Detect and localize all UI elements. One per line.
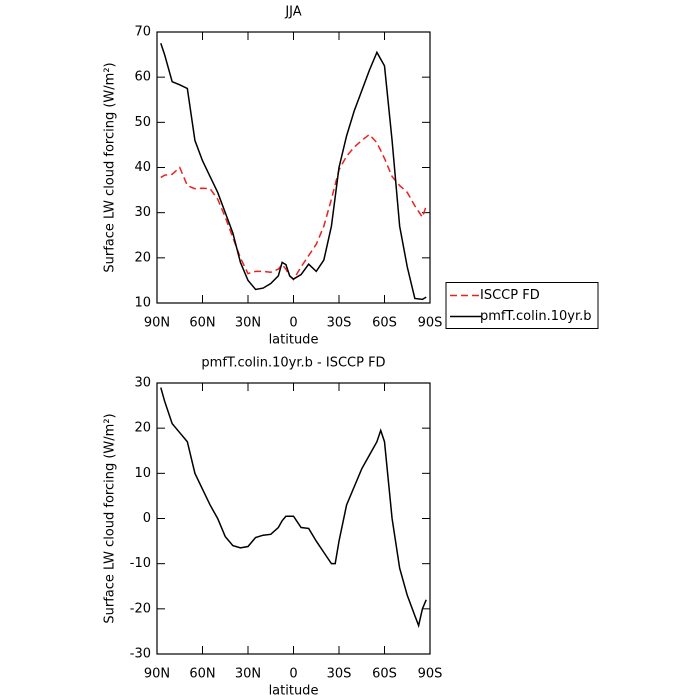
- x-tick-label: 0: [289, 316, 297, 331]
- x-tick-label: 60N: [189, 316, 215, 331]
- x-tick-label: 30N: [235, 667, 261, 682]
- series-line: [160, 387, 427, 629]
- x-tick-label: 60S: [372, 316, 397, 331]
- y-axis-label: Surface LW cloud forcing (W/m²): [103, 413, 118, 623]
- x-tick-label: 60S: [372, 667, 397, 682]
- x-tick-label: 90N: [144, 667, 170, 682]
- x-tick-label: 90S: [418, 316, 443, 331]
- y-tick-label: 50: [134, 115, 151, 130]
- x-tick-label: 60N: [189, 667, 215, 682]
- y-tick-label: -30: [130, 647, 151, 662]
- y-tick-label: 30: [134, 205, 151, 220]
- y-tick-label: 10: [134, 466, 151, 481]
- y-tick-label: -10: [130, 556, 151, 571]
- x-axis-label: latitude: [269, 684, 319, 699]
- x-tick-label: 90N: [144, 316, 170, 331]
- y-tick-label: -20: [130, 601, 151, 616]
- x-tick-label: 30S: [327, 316, 352, 331]
- y-tick-label: 30: [134, 376, 151, 391]
- x-axis-label: latitude: [269, 333, 319, 348]
- y-axis-label: Surface LW cloud forcing (W/m²): [103, 62, 118, 272]
- y-tick-label: 20: [134, 250, 151, 265]
- legend-label: ISCCP FD: [480, 288, 540, 303]
- y-tick-label: 70: [134, 25, 151, 40]
- chart-title: pmfT.colin.10yr.b - ISCCP FD: [201, 356, 385, 371]
- x-tick-label: 0: [289, 667, 297, 682]
- x-tick-label: 30N: [235, 316, 261, 331]
- y-tick-label: 60: [134, 70, 151, 85]
- y-tick-label: 20: [134, 421, 151, 436]
- x-tick-label: 90S: [418, 667, 443, 682]
- legend-label: pmfT.colin.10yr.b: [480, 309, 592, 324]
- y-tick-label: 0: [143, 511, 151, 526]
- plot-frame: [156, 382, 431, 655]
- chart-title: JJA: [284, 5, 301, 20]
- y-tick-label: 10: [134, 296, 151, 311]
- series-line: [160, 43, 427, 301]
- legend-box: [445, 282, 599, 329]
- x-tick-label: 30S: [327, 667, 352, 682]
- y-tick-label: 40: [134, 160, 151, 175]
